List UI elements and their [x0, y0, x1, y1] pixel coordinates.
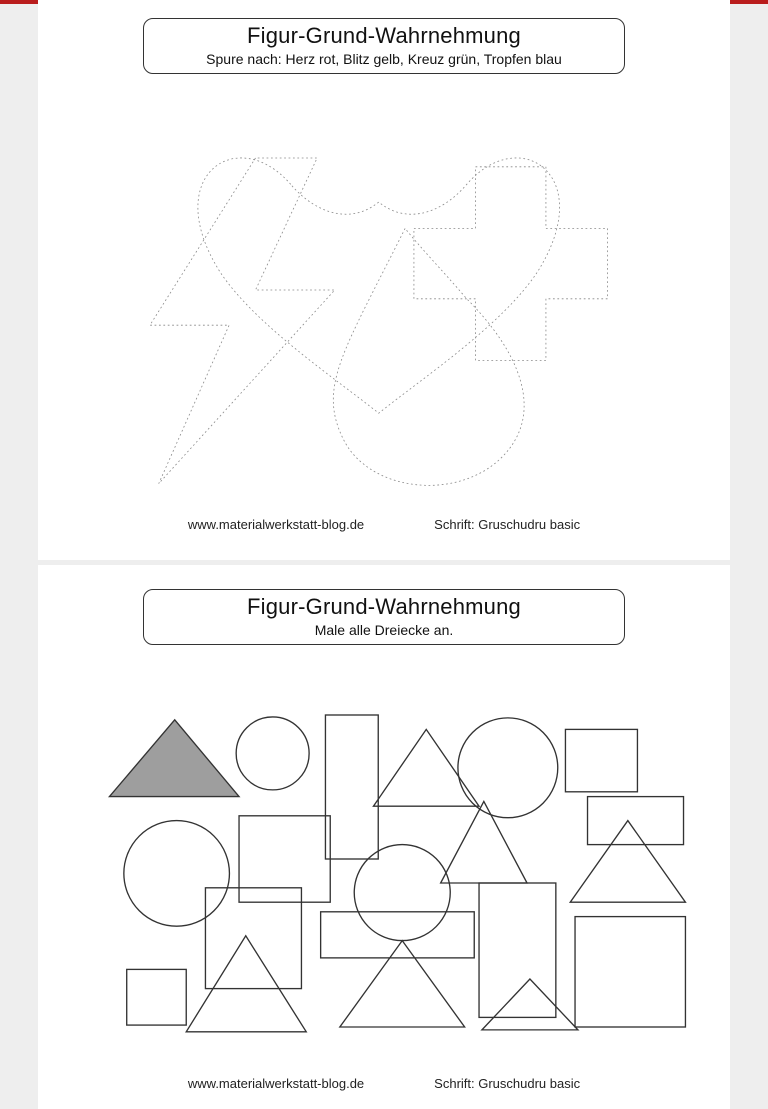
triangle-shape: [373, 729, 479, 806]
rect-shape: [325, 715, 378, 859]
circle-shape: [354, 845, 450, 941]
worksheet-1-footer: www.materialwerkstatt-blog.de Schrift: G…: [38, 517, 730, 532]
rect-shape: [479, 883, 556, 1017]
rect-shape: [575, 917, 685, 1027]
bolt-outline: [150, 158, 335, 484]
rect-shape: [127, 969, 187, 1025]
worksheet-2-footer: www.materialwerkstatt-blog.de Schrift: G…: [38, 1076, 730, 1091]
worksheet-1-instruction: Spure nach: Herz rot, Blitz gelb, Kreuz …: [152, 51, 616, 67]
worksheet-1-title: Figur-Grund-Wahrnehmung: [152, 23, 616, 49]
triangle-shape: [441, 801, 527, 883]
circle-shape: [124, 821, 230, 927]
circle-shape: [458, 718, 558, 818]
footer-url: www.materialwerkstatt-blog.de: [188, 1076, 364, 1091]
rect-shape: [565, 729, 637, 791]
triangle-shape: [109, 720, 239, 797]
triangle-shape: [340, 941, 465, 1027]
footer-url: www.materialwerkstatt-blog.de: [188, 517, 364, 532]
triangle-shape: [186, 936, 306, 1032]
worksheet-2-figure: [38, 595, 730, 1075]
footer-font: Schrift: Gruschudru basic: [434, 517, 580, 532]
rect-shape: [239, 816, 330, 902]
heart-outline: [198, 158, 560, 413]
cross-outline: [414, 167, 608, 361]
drop-outline: [333, 228, 524, 485]
worksheet-1: Figur-Grund-Wahrnehmung Spure nach: Herz…: [38, 0, 730, 560]
rect-shape: [321, 912, 475, 958]
worksheet-1-figure: [38, 70, 730, 510]
rect-shape: [588, 797, 684, 845]
worksheet-1-header: Figur-Grund-Wahrnehmung Spure nach: Herz…: [143, 18, 625, 74]
circle-shape: [236, 717, 309, 790]
triangle-shape: [482, 979, 578, 1030]
footer-font: Schrift: Gruschudru basic: [434, 1076, 580, 1091]
worksheet-2: Figur-Grund-Wahrnehmung Male alle Dreiec…: [38, 565, 730, 1109]
